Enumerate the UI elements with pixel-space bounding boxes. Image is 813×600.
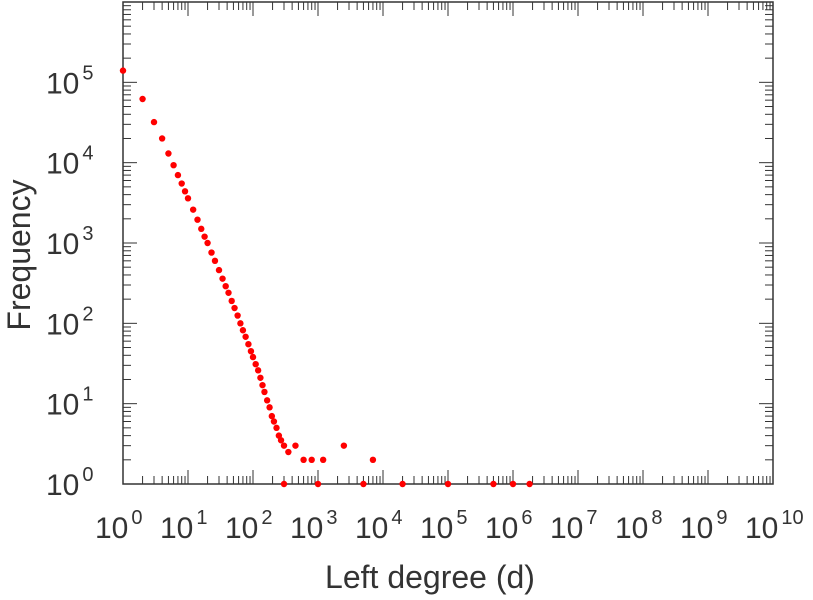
data-point <box>399 480 406 488</box>
x-tick-labels: 10 0 10 1 10 2 10 3 10 4 10 5 10 6 10 7 10 8 10 9 10 10 <box>95 507 804 545</box>
x-axis-title: Left degree (d) <box>325 559 535 595</box>
data-point <box>225 289 232 296</box>
x-tick-label: 10 10 <box>745 507 804 545</box>
data-point <box>270 418 278 425</box>
y-tick-label: 10 5 <box>46 62 94 100</box>
data-point <box>268 412 276 420</box>
x-tick-label: 10 3 <box>290 507 338 545</box>
data-point <box>360 480 367 488</box>
data-point <box>259 381 266 389</box>
data-point <box>526 480 533 488</box>
data-point <box>266 404 273 411</box>
x-tick-label: 10 8 <box>615 507 663 545</box>
data-point <box>257 374 264 381</box>
data-point <box>369 456 377 464</box>
data-point <box>208 249 215 256</box>
data-point <box>254 367 262 374</box>
data-point <box>245 340 252 348</box>
data-point <box>273 424 280 432</box>
data-point <box>228 297 235 305</box>
data-point <box>242 333 249 340</box>
data-point <box>119 67 127 74</box>
data-point <box>277 437 285 444</box>
y-tick-label: 10 0 <box>46 464 94 502</box>
data-point <box>340 442 348 449</box>
data-point <box>215 266 223 274</box>
data-point <box>444 480 452 488</box>
data-point <box>174 171 182 179</box>
data-point <box>249 353 257 361</box>
data-point <box>308 456 315 464</box>
data-point <box>263 397 271 404</box>
data-point <box>184 195 192 202</box>
y-tick-label: 10 4 <box>46 143 94 181</box>
x-tick-label: 10 0 <box>95 507 143 545</box>
data-point <box>237 320 244 327</box>
y-axis-title: Frequency <box>1 179 37 330</box>
data-point <box>234 312 241 319</box>
data-point <box>194 216 201 223</box>
x-tick-label: 10 4 <box>355 507 403 545</box>
data-point <box>198 225 205 233</box>
data-points <box>119 67 533 488</box>
y-tick-label: 10 3 <box>46 223 94 261</box>
data-point <box>285 448 292 456</box>
data-point <box>490 480 497 488</box>
data-point <box>150 118 158 126</box>
x-tick-label: 10 5 <box>420 507 468 545</box>
plot-frame <box>122 1 774 485</box>
data-point <box>201 233 208 240</box>
y-tick-label: 10 2 <box>46 303 94 341</box>
data-point <box>239 327 247 334</box>
x-tick-label: 10 9 <box>680 507 728 545</box>
data-point <box>189 206 197 213</box>
data-point <box>300 456 307 464</box>
data-point <box>509 480 517 488</box>
data-point <box>139 95 146 103</box>
data-point <box>178 180 185 187</box>
data-point <box>204 239 211 247</box>
data-point <box>252 360 259 368</box>
data-point <box>280 442 288 449</box>
data-point <box>231 304 238 312</box>
data-point <box>292 442 299 449</box>
axis-ticks <box>122 1 774 485</box>
data-point <box>211 257 219 265</box>
data-point <box>319 456 327 464</box>
x-tick-label: 10 2 <box>225 507 273 545</box>
x-tick-label: 10 7 <box>550 507 598 545</box>
x-tick-label: 10 1 <box>160 507 208 545</box>
data-point <box>261 388 268 396</box>
data-point <box>247 347 255 355</box>
y-tick-label: 10 1 <box>46 384 94 422</box>
data-point <box>170 162 177 169</box>
data-point <box>219 275 226 282</box>
data-point <box>222 282 229 290</box>
data-point <box>158 135 166 142</box>
data-point <box>280 480 288 488</box>
data-point <box>165 150 172 157</box>
data-point <box>314 480 322 488</box>
x-tick-label: 10 6 <box>485 507 533 545</box>
data-point <box>181 188 189 195</box>
